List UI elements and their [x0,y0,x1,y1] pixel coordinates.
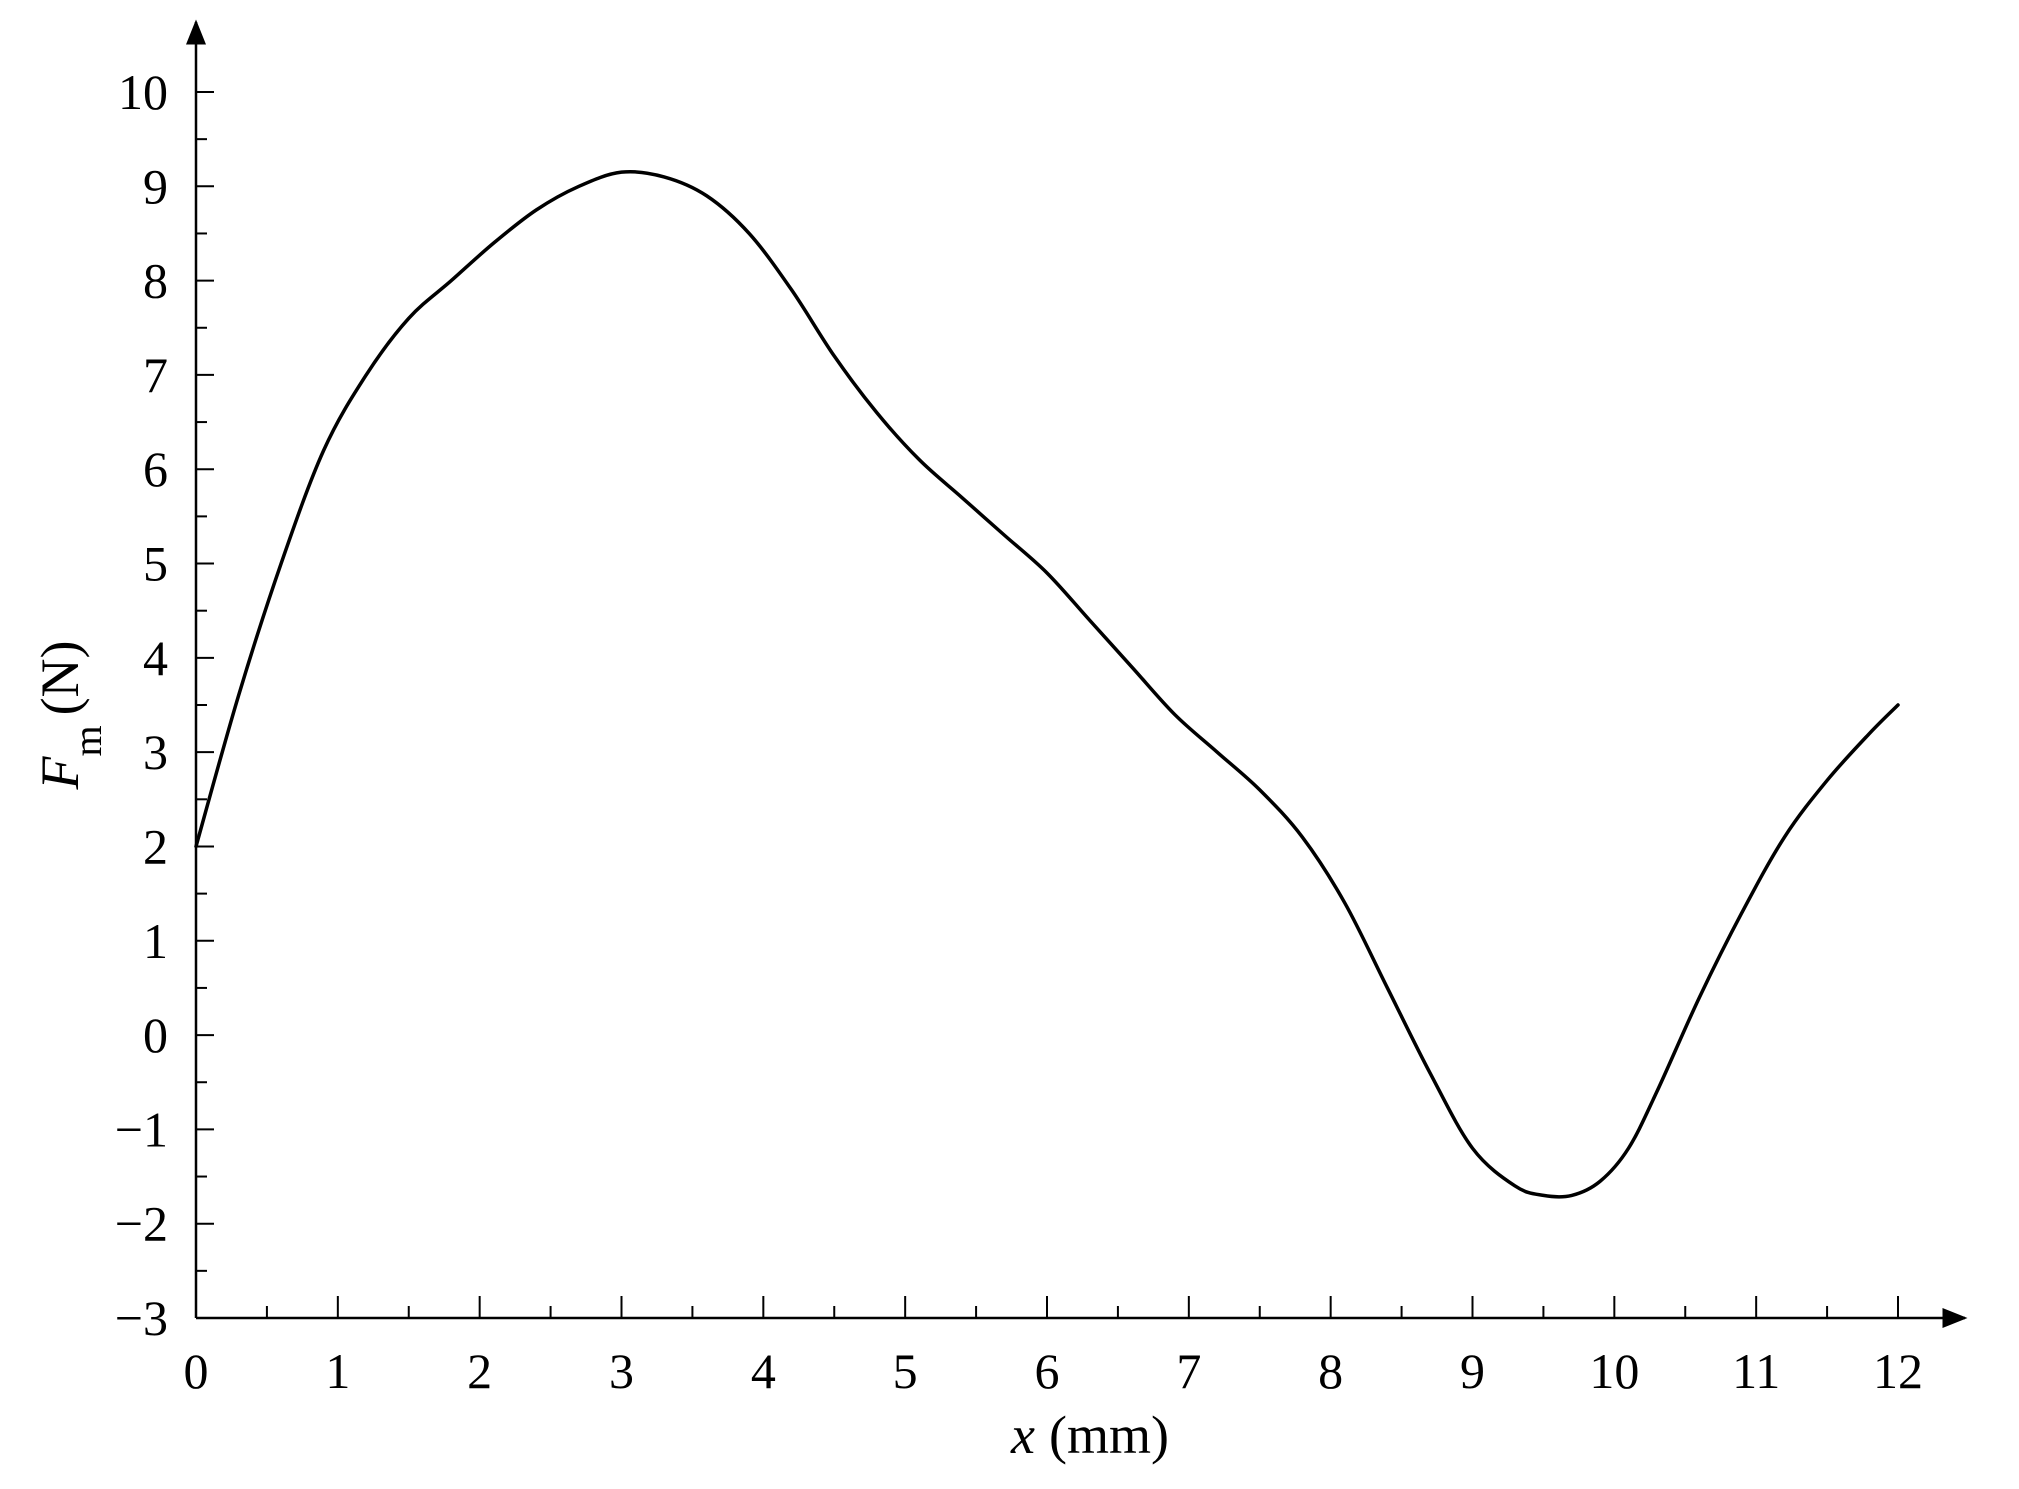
x-tick-label: 9 [1460,1343,1485,1399]
x-tick-label: 12 [1873,1343,1923,1399]
y-tick-label: 0 [143,1007,168,1063]
y-axis-unit: (N) [30,640,90,715]
x-tick-label: 3 [609,1343,634,1399]
x-tick-label: 4 [751,1343,776,1399]
y-axis-title: Fm (N) [30,640,110,790]
series-layer [194,169,1900,1199]
x-tick-label: 10 [1589,1343,1639,1399]
x-tick-label: 2 [467,1343,492,1399]
y-tick-label: 10 [118,64,168,120]
y-tick-label: 2 [143,818,168,874]
y-axis-symbol: F [30,756,90,791]
x-tick-label: 8 [1318,1343,1343,1399]
axes [186,19,1968,1328]
y-tick-label: −3 [115,1290,168,1346]
series-line [194,169,1900,1199]
x-tick-label: 7 [1176,1343,1201,1399]
ticks [195,91,1899,1319]
y-tick-label: −2 [115,1196,168,1252]
x-axis-title: x (mm) [1010,1405,1169,1465]
y-tick-label: 5 [143,536,168,592]
y-tick-label: 8 [143,253,168,309]
x-tick-label: 1 [325,1343,350,1399]
y-tick-label: 4 [143,630,168,686]
y-tick-label: 9 [143,158,168,214]
y-tick-label: 6 [143,441,168,497]
y-tick-label: 7 [143,347,168,403]
y-tick-label: 3 [143,724,168,780]
y-tick-label: 1 [143,913,168,969]
y-tick-label: −1 [115,1101,168,1157]
x-axis-symbol: x [1010,1405,1035,1465]
x-tick-label: 0 [184,1343,209,1399]
x-axis-unit: (mm) [1049,1405,1169,1465]
y-axis-subscript: m [65,725,110,756]
x-tick-label: 5 [893,1343,918,1399]
x-tick-label: 6 [1035,1343,1060,1399]
x-tick-label: 11 [1732,1343,1780,1399]
